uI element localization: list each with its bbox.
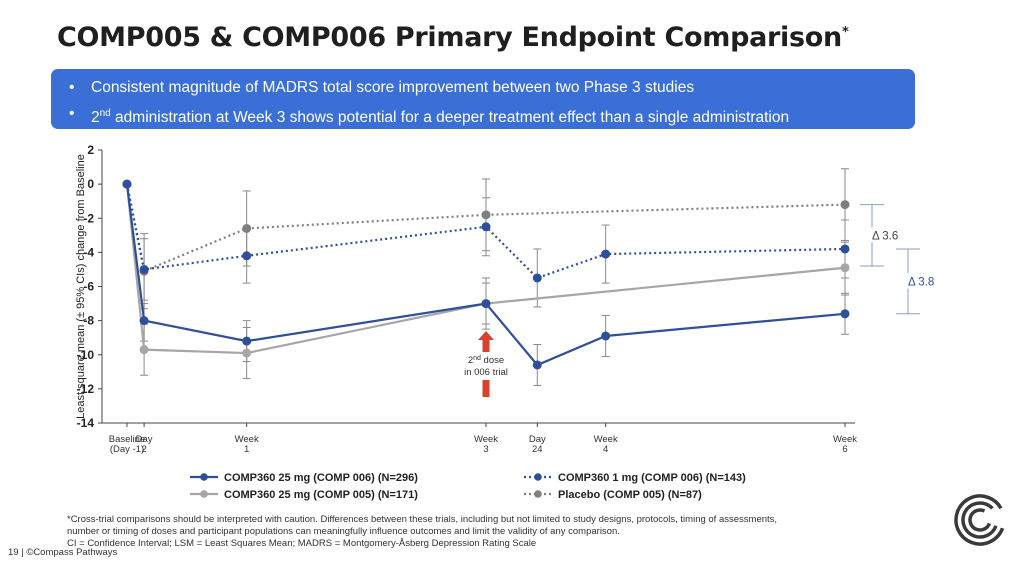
y-tick-label: -8 [83,314,94,328]
bullet-text-post: administration at Week 3 shows potential… [110,109,790,127]
y-tick-label: -12 [77,382,95,396]
legend-label: COMP360 25 mg (COMP 006) (N=296) [224,472,418,484]
title-text: COMP005 & COMP006 Primary Endpoint Compa… [57,22,842,53]
delta-label-bg [906,273,936,289]
y-tick-label: -6 [83,280,94,294]
legend-item: COMP360 25 mg (COMP 006) (N=296) [190,472,418,484]
legend-swatch-marker [534,473,542,481]
data-point-comp006_1 [242,251,252,261]
bullet-dot-icon: • [69,79,75,96]
x-tick-label: Week [594,434,618,445]
y-tick-label: -4 [83,245,94,259]
banner-bullet-2: • 2nd administration at Week 3 shows pot… [69,101,915,127]
data-point-comp005_25 [139,345,149,355]
legend-item: COMP360 1 mg (COMP 006) (N=143) [524,472,746,484]
legend-label: COMP360 1 mg (COMP 006) (N=143) [558,472,746,484]
data-point-comp005_25 [242,348,252,358]
data-point-comp006_25 [242,336,252,346]
legend-swatch-marker [534,490,542,498]
delta-label: Δ 3.8 [908,276,934,288]
legend-swatch-marker [200,473,208,481]
data-point-comp006_25 [122,179,132,189]
bullet-text-pre: 2 [91,109,100,127]
bullet-text: 2nd administration at Week 3 shows poten… [91,101,789,131]
y-tick-label: -10 [77,348,95,362]
delta-bracket [896,248,936,315]
page-footer: 19 | ©Compass Pathways [8,547,118,558]
banner-bullet-1: • Consistent magnitude of MADRS total sc… [69,75,915,101]
legend-label: Placebo (COMP 005) (N=87) [558,489,702,501]
y-axis-label: Least square mean (± 95% CIs) change fro… [75,154,87,419]
data-point-placebo [242,223,252,233]
compass-logo-icon [954,494,1006,546]
data-point-comp006_25 [532,360,542,370]
legend-label: COMP360 25 mg (COMP 005) (N=171) [224,489,418,501]
data-point-comp006_25 [840,309,850,319]
dose-arrow-icon [478,331,494,352]
dose-marker-icon [482,380,490,397]
x-tick-label: 6 [842,444,847,455]
key-points-banner: • Consistent magnitude of MADRS total sc… [51,69,915,129]
bullet-text-sup: nd [99,108,111,119]
data-point-comp006_1 [601,249,611,259]
x-tick-label: Week [474,434,498,445]
data-point-comp006_25 [481,299,491,309]
data-point-comp005_25 [840,263,850,273]
delta-label-bg [870,227,900,243]
footnote-line: *Cross-trial comparisons should be inter… [67,514,778,525]
x-tick-label: Day [136,434,153,445]
delta-bracket [860,204,900,267]
footnote-line: CI = Confidence Interval; LSM = Least Sq… [67,538,537,549]
x-tick-label: Baseline [109,434,145,445]
legend-item: COMP360 25 mg (COMP 005) (N=171) [190,489,418,501]
data-point-comp006_1 [139,264,149,274]
delta-label: Δ 3.6 [872,230,898,242]
x-tick-label: Week [833,434,857,445]
page-title: COMP005 & COMP006 Primary Endpoint Compa… [57,22,849,53]
bullet-text: Consistent magnitude of MADRS total scor… [91,79,695,96]
data-point-comp006_25 [601,331,611,341]
x-tick-label: (Day -1) [110,444,144,455]
y-tick-label: -2 [83,211,94,225]
footnote: *Cross-trial comparisons should be inter… [67,514,947,550]
data-point-placebo [840,200,850,210]
data-point-comp006_1 [840,244,850,254]
dose-annotation-line1: 2nd dose [468,355,504,366]
x-tick-label: Week [235,434,259,445]
data-point-comp006_1 [532,273,542,283]
x-tick-label: 1 [244,444,249,455]
y-tick-label: 2 [87,143,94,157]
footnote-line: number or timing of doses and participan… [67,526,620,537]
y-tick-label: -14 [77,416,95,430]
dose-annotation-line2: in 006 trial [464,367,508,378]
x-tick-label: Day [529,434,546,445]
legend-swatch-marker [200,490,208,498]
data-point-comp006_25 [139,316,149,326]
x-tick-label: 2 [141,444,146,455]
y-tick-label: 0 [87,177,94,191]
data-point-comp006_1 [481,222,491,232]
x-tick-label: 24 [532,444,543,455]
title-asterisk: * [841,25,849,40]
x-tick-label: 3 [483,444,488,455]
legend-item: Placebo (COMP 005) (N=87) [524,489,702,501]
bullet-dot-icon: • [69,105,75,122]
data-point-placebo [481,210,491,220]
x-tick-label: 4 [603,444,608,455]
